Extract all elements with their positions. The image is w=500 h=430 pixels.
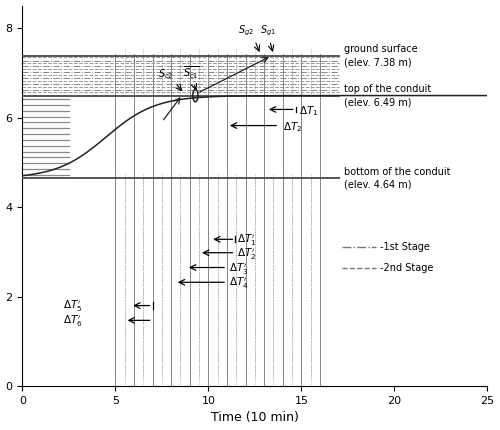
- Text: $\Delta T_1$: $\Delta T_1$: [298, 104, 318, 118]
- Text: $S_{g1}$: $S_{g1}$: [260, 24, 276, 38]
- Text: $S_{c2}$: $S_{c2}$: [158, 67, 174, 81]
- Text: ground surface
(elev. 7.38 m): ground surface (elev. 7.38 m): [344, 44, 418, 68]
- Text: $\Delta T_2$: $\Delta T_2$: [283, 120, 302, 134]
- Text: -1st Stage: -1st Stage: [380, 243, 430, 252]
- Text: $\Delta T_3'$: $\Delta T_3'$: [229, 261, 248, 276]
- Text: $\Delta T_2'$: $\Delta T_2'$: [237, 246, 256, 262]
- Text: $\Delta T_5'$: $\Delta T_5'$: [64, 299, 82, 314]
- Text: $S_{g2}$: $S_{g2}$: [238, 24, 254, 38]
- Text: bottom of the conduit
(elev. 4.64 m): bottom of the conduit (elev. 4.64 m): [344, 167, 451, 190]
- Text: $\Delta T_1'$: $\Delta T_1'$: [237, 233, 256, 248]
- Text: $\Delta T_4'$: $\Delta T_4'$: [229, 276, 248, 292]
- X-axis label: Time (10 min): Time (10 min): [211, 412, 299, 424]
- Text: $\Delta T_6'$: $\Delta T_6'$: [64, 313, 83, 329]
- Text: -2nd Stage: -2nd Stage: [380, 262, 433, 273]
- Text: top of the conduit
(elev. 6.49 m): top of the conduit (elev. 6.49 m): [344, 84, 432, 107]
- Text: $\overline{S_{c1}}$: $\overline{S_{c1}}$: [184, 64, 200, 81]
